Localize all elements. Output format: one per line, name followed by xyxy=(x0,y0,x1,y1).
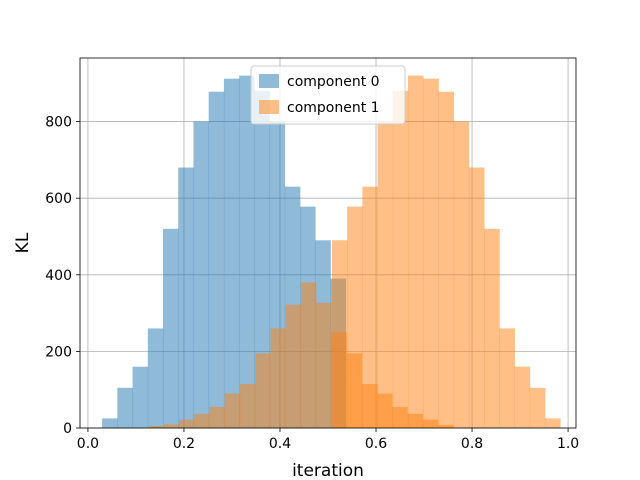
bar-series-0-bin-9 xyxy=(239,75,255,428)
y-tick-label-0: 0 xyxy=(63,421,72,437)
bar-series-2-bin-11 xyxy=(499,328,515,428)
bar-series-0-bin-7 xyxy=(208,91,225,429)
bar-series-2-bin-14 xyxy=(545,418,561,428)
bar-series-0-bin-4 xyxy=(163,228,179,428)
bar-series-1-bin-2 xyxy=(179,419,195,428)
legend-swatch-1 xyxy=(259,100,279,114)
bar-series-2-bin-6 xyxy=(423,78,439,428)
bar-series-0-bin-6 xyxy=(193,121,210,428)
legend-box xyxy=(250,65,406,125)
bar-series-1-bin-4 xyxy=(209,406,226,428)
x-axis-label: iteration xyxy=(292,461,364,480)
bar-series-1-bin-1 xyxy=(163,424,180,428)
x-tick-label-5: 1.0 xyxy=(557,436,579,452)
x-tick-label-4: 0.8 xyxy=(461,436,483,452)
bar-series-1-bin-5 xyxy=(224,393,241,428)
legend-label-1: component 1 xyxy=(287,100,380,116)
bar-series-0-bin-8 xyxy=(223,78,240,428)
y-axis-label: KL xyxy=(13,232,33,253)
x-tick-label-3: 0.6 xyxy=(365,436,387,452)
bar-series-1-bin-10 xyxy=(300,282,317,428)
x-tick-label-0: 0.0 xyxy=(77,436,99,452)
bar-series-2-bin-1 xyxy=(347,206,363,428)
plot-frame xyxy=(79,57,577,429)
y-tick-label-3: 600 xyxy=(45,191,72,207)
bar-series-0-bin-3 xyxy=(147,328,164,428)
bar-series-2-bin-7 xyxy=(438,91,455,429)
bar-series-1-bin-8 xyxy=(270,328,286,428)
bar-series-1-bin-9 xyxy=(285,304,302,428)
bar-series-2-bin-4 xyxy=(392,90,409,429)
bar-series-2-bin-12 xyxy=(514,366,531,428)
bar-series-0-bin-5 xyxy=(178,167,194,429)
bar-series-2-bin-8 xyxy=(453,121,470,428)
bar-series-2-bin-5 xyxy=(408,75,424,428)
bar-series-1-bin-7 xyxy=(255,353,271,428)
bar-series-2-bin-10 xyxy=(484,228,500,428)
legend-swatch-0 xyxy=(259,74,279,88)
y-tick-label-2: 400 xyxy=(45,268,72,284)
x-tick-label-2: 0.4 xyxy=(269,436,291,452)
bar-series-1-bin-6 xyxy=(239,383,256,428)
bar-series-1-bin-0 xyxy=(148,426,165,428)
legend: component 0 component 1 xyxy=(250,65,406,125)
bar-series-0-bin-2 xyxy=(132,366,149,428)
axis-ticks: 0.0 0.2 0.4 0.6 0.8 1.0 0 200 400 600 800 xyxy=(45,115,579,452)
bar-series-2-bin-13 xyxy=(529,387,546,428)
bar-series-1-bin-3 xyxy=(194,413,210,428)
bar-series-1-bin-11 xyxy=(316,302,332,428)
bars xyxy=(102,75,561,429)
bar-series-0-bin-1 xyxy=(117,387,133,428)
bar-series-2-bin-2 xyxy=(362,186,378,428)
y-tick-label-4: 800 xyxy=(45,115,72,131)
bar-series-2-bin-3 xyxy=(377,121,394,428)
x-tick-label-1: 0.2 xyxy=(173,436,195,452)
bar-series-0-bin-0 xyxy=(102,418,118,428)
bar-series-2-bin-9 xyxy=(468,167,485,429)
y-tick-label-1: 200 xyxy=(45,344,72,360)
bar-series-0-bin-10 xyxy=(254,90,270,429)
legend-label-0: component 0 xyxy=(287,74,380,90)
bar-series-2-bin-0 xyxy=(331,240,348,428)
